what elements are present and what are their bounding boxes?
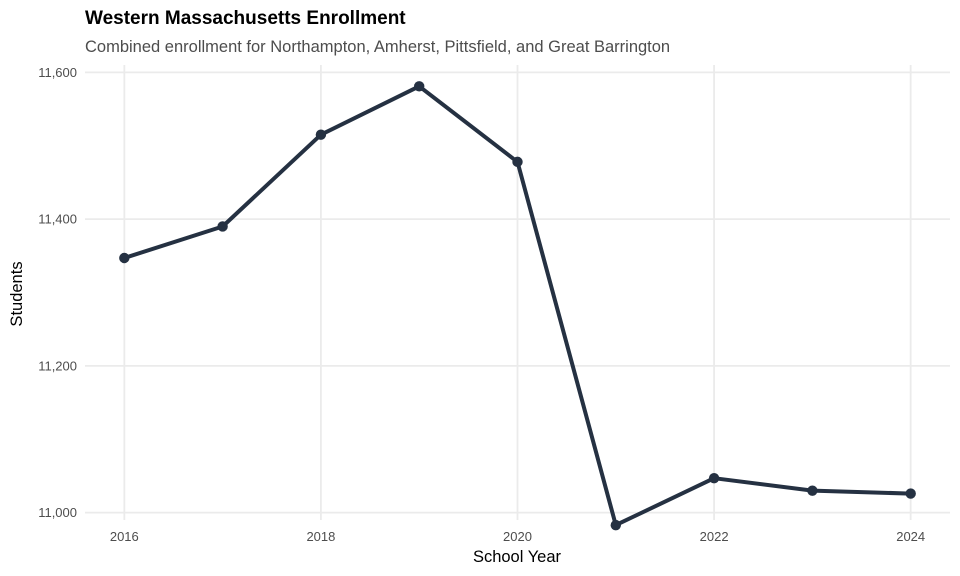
data-point-2018 — [315, 129, 327, 140]
y-axis-title: Students — [8, 261, 26, 326]
y-tick-label: 11,600 — [38, 65, 77, 80]
data-point-2020 — [512, 156, 523, 168]
data-point-2017 — [217, 221, 228, 232]
x-axis-ticks: 2016 2018 2020 2022 2024 — [110, 529, 925, 544]
data-point-2019 — [414, 81, 425, 92]
x-tick-label: 2024 — [896, 529, 925, 544]
x-tick-label: 2022 — [700, 529, 729, 544]
data-point-2024 — [905, 488, 916, 499]
chart-subtitle: Combined enrollment for Northampton, Amh… — [85, 38, 670, 56]
series-layer — [119, 81, 916, 531]
chart-title: Western Massachusetts Enrollment — [85, 8, 406, 29]
y-axis-ticks: 11,000 11,200 11,400 11,600 — [38, 65, 77, 520]
data-point-2016 — [119, 252, 130, 264]
x-tick-label: 2016 — [110, 529, 139, 544]
data-point-2022 — [708, 472, 720, 484]
data-point-2023 — [807, 485, 818, 496]
x-tick-label: 2018 — [306, 529, 335, 544]
y-tick-label: 11,200 — [38, 358, 77, 373]
y-tick-label: 11,400 — [38, 212, 77, 227]
data-point-2021 — [610, 519, 621, 531]
gridlines — [85, 65, 950, 520]
x-tick-label: 2020 — [503, 529, 532, 544]
y-tick-label: 11,000 — [38, 505, 77, 520]
x-axis-title: School Year — [473, 548, 562, 566]
